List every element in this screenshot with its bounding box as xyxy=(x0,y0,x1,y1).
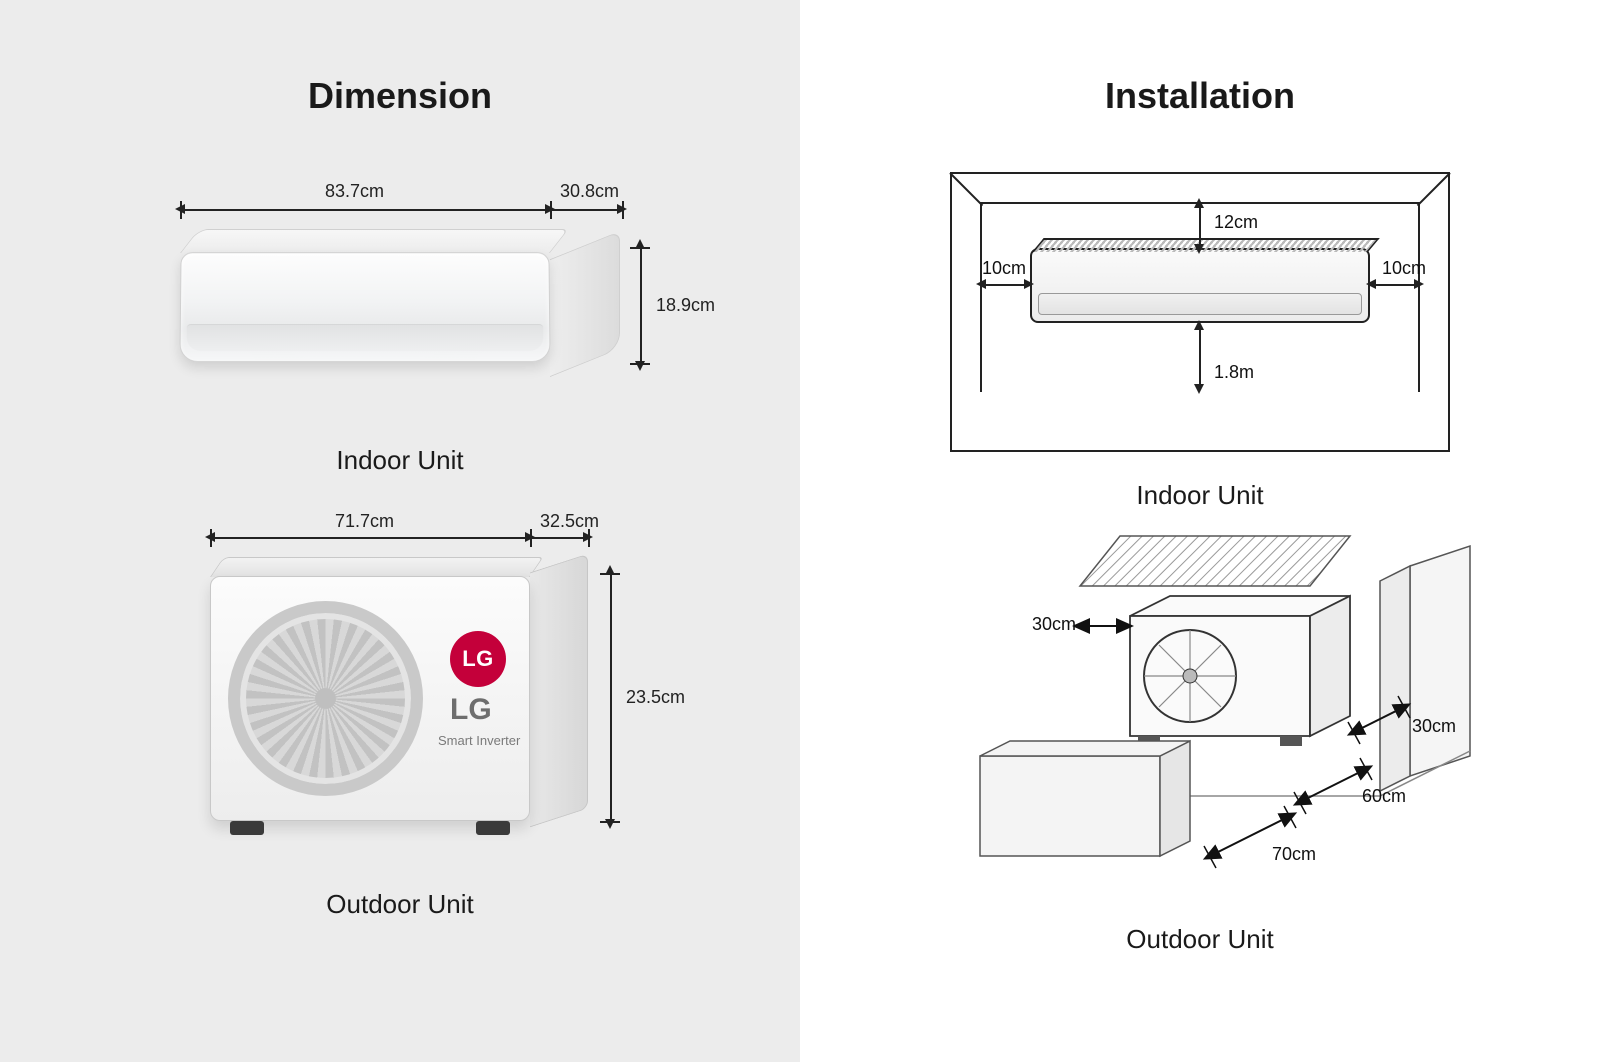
outdoor-height-line xyxy=(610,573,612,821)
indoor-height-line xyxy=(640,247,642,363)
outdoor-back-clearance-label: 30cm xyxy=(1030,614,1078,635)
outdoor-unit-feet xyxy=(230,821,510,835)
indoor-depth-tick xyxy=(622,201,624,219)
arrow-up-icon xyxy=(1194,320,1204,330)
dimension-panel: Dimension 83.7cm 30.8cm 18.9cm xyxy=(0,0,800,1062)
indoor-top-clearance-line xyxy=(1199,204,1201,246)
outdoor-front2-clearance-label: 70cm xyxy=(1270,844,1318,865)
outdoor-height-label: 23.5cm xyxy=(626,687,685,708)
install-indoor-unit xyxy=(1030,248,1370,323)
installation-outdoor-caption: Outdoor Unit xyxy=(1126,924,1273,955)
arrow-right-icon xyxy=(1024,279,1034,289)
indoor-depth-label: 30.8cm xyxy=(560,181,619,202)
lg-logo-badge: LG xyxy=(450,631,506,687)
installation-outdoor-diagram: 30cm 30cm 60cm 70cm xyxy=(880,526,1520,906)
outdoor-width-tick-l xyxy=(210,529,212,547)
indoor-width-label: 83.7cm xyxy=(325,181,384,202)
installation-title: Installation xyxy=(1105,75,1295,117)
dimension-indoor-diagram: 83.7cm 30.8cm 18.9cm xyxy=(120,167,680,427)
outdoor-side-clearance-label: 30cm xyxy=(1410,716,1458,737)
outdoor-height-tick-t xyxy=(600,573,620,575)
installation-indoor-diagram: 12cm 10cm 10cm 1.8m xyxy=(890,162,1510,462)
outdoor-height-tick-b xyxy=(600,821,620,823)
outdoor-depth-line xyxy=(532,537,588,539)
installation-outdoor-section: 30cm 30cm 60cm 70cm Outdoor Unit xyxy=(800,511,1600,955)
installation-indoor-section: 12cm 10cm 10cm 1.8m Indoor Unit xyxy=(800,157,1600,511)
outdoor-width-line xyxy=(210,537,530,539)
indoor-height-tick-t xyxy=(630,247,650,249)
installation-indoor-caption: Indoor Unit xyxy=(1136,480,1263,511)
installation-panel: Installation 12cm 10cm 10cm xyxy=(800,0,1600,1062)
dimension-indoor-caption: Indoor Unit xyxy=(336,445,463,476)
indoor-bottom-clearance-line xyxy=(1199,326,1201,386)
dimension-outdoor-caption: Outdoor Unit xyxy=(326,889,473,920)
dimension-indoor-section: 83.7cm 30.8cm 18.9cm Indoor Unit xyxy=(0,157,800,476)
outdoor-width-label: 71.7cm xyxy=(335,511,394,532)
indoor-width-line xyxy=(180,209,550,211)
indoor-height-tick-b xyxy=(630,363,650,365)
smart-inverter-text: Smart Inverter xyxy=(438,733,520,748)
indoor-left-clearance-label: 10cm xyxy=(980,258,1028,279)
lg-brand-text: LG xyxy=(450,693,492,727)
indoor-unit-front-face xyxy=(179,252,550,362)
arrow-right-icon xyxy=(1414,279,1424,289)
arrow-down-icon xyxy=(1194,244,1204,254)
indoor-left-clearance-line xyxy=(982,284,1028,286)
indoor-depth-line xyxy=(552,209,622,211)
dimension-outdoor-section: LG LG Smart Inverter 71.7cm 32.5cm 23.5c… xyxy=(0,476,800,920)
arrow-left-icon xyxy=(1366,279,1376,289)
outdoor-unit-top-face xyxy=(210,557,543,577)
dimension-outdoor-diagram: LG LG Smart Inverter 71.7cm 32.5cm 23.5c… xyxy=(120,511,680,871)
indoor-unit-side-face xyxy=(550,231,620,377)
indoor-width-tick-l xyxy=(180,201,182,219)
outdoor-fan-grille xyxy=(228,601,423,796)
indoor-bottom-clearance-label: 1.8m xyxy=(1212,362,1256,383)
indoor-height-label: 18.9cm xyxy=(656,295,715,316)
indoor-right-clearance-line xyxy=(1372,284,1418,286)
arrow-up-icon xyxy=(1194,198,1204,208)
indoor-unit-top-face xyxy=(180,229,569,253)
indoor-top-clearance-label: 12cm xyxy=(1212,212,1260,233)
outdoor-front1-clearance-label: 60cm xyxy=(1360,786,1408,807)
indoor-right-clearance-label: 10cm xyxy=(1380,258,1428,279)
arrow-left-icon xyxy=(976,279,986,289)
dimension-title: Dimension xyxy=(308,75,492,117)
outdoor-unit-side-face xyxy=(530,554,588,828)
arrow-down-icon xyxy=(1194,384,1204,394)
outdoor-depth-label: 32.5cm xyxy=(540,511,599,532)
